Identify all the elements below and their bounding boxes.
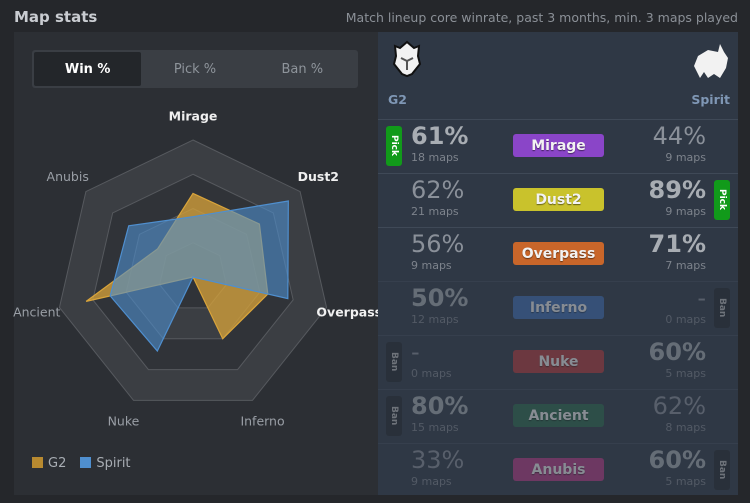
legend-spirit-swatch — [80, 457, 92, 468]
map-label: Ancient — [513, 404, 604, 427]
map-row-inferno[interactable]: 50% 12 maps -0 maps Ban Inferno — [378, 281, 738, 335]
right-map-count: 0 maps — [665, 313, 706, 326]
right-winrate: - — [697, 284, 706, 312]
map-label: Inferno — [513, 296, 604, 319]
radar-chart: Mirage Dust2 Overpass Inferno Nuke Ancient Anu… — [13, 109, 382, 429]
legend-g2-swatch — [32, 457, 43, 468]
legend-spirit-label: Spirit — [96, 456, 131, 471]
team-right-name: Spirit — [691, 92, 730, 107]
left-ban-badge: Ban — [386, 396, 402, 436]
left-winrate: - — [411, 338, 420, 366]
map-label: Dust2 — [513, 188, 604, 211]
map-row-anubis[interactable]: 33% 9 maps 60% 5 maps Ban Anubis — [378, 443, 738, 497]
left-map-count: 0 maps — [411, 367, 452, 380]
map-row-nuke[interactable]: -0 maps Ban 60% 5 maps Nuke — [378, 335, 738, 389]
right-winrate: 60% — [648, 446, 706, 474]
left-winrate: 80% — [411, 392, 469, 420]
left-map-count: 15 maps — [411, 421, 459, 434]
tab-pick[interactable]: Pick % — [173, 61, 217, 77]
right-winrate: 62% — [652, 392, 706, 420]
right-winrate: 44% — [652, 122, 706, 150]
left-pick-badge: Pick — [386, 126, 402, 166]
map-table: G2 Spirit 61% 18 maps Pick 44% 9 maps Mirage 6… — [378, 32, 738, 495]
right-ban-badge: Ban — [714, 450, 730, 490]
legend-g2-label: G2 — [48, 456, 67, 471]
map-label: Nuke — [513, 350, 604, 373]
axis-label-anubis: Anubis — [47, 169, 89, 184]
right-map-count: 9 maps — [665, 205, 706, 218]
right-ban-badge: Ban — [714, 288, 730, 328]
axis-label-ancient: Ancient — [13, 305, 60, 320]
page-title: Map stats — [14, 8, 98, 26]
right-pick-badge: Pick — [714, 180, 730, 220]
map-label: Anubis — [513, 458, 604, 481]
stat-tabs: Win % Pick % Ban % — [32, 50, 358, 88]
left-ban-badge: Ban — [386, 342, 402, 382]
axis-label-dust2: Dust2 — [298, 169, 339, 184]
map-row-dust2[interactable]: 62% 21 maps 89% 9 maps Pick Dust2 — [378, 173, 738, 227]
right-map-count: 5 maps — [665, 367, 706, 380]
axis-label-overpass: Overpass — [316, 305, 382, 320]
left-map-count: 9 maps — [411, 259, 452, 272]
radar-panel: Win % Pick % Ban % Mirage Dust2 Overpass In… — [13, 32, 382, 495]
map-row-mirage[interactable]: 61% 18 maps Pick 44% 9 maps Mirage — [378, 119, 738, 173]
axis-label-nuke: Nuke — [108, 413, 140, 428]
right-winrate: 89% — [648, 176, 706, 204]
radar-series-spirit[interactable] — [109, 200, 289, 353]
axis-label-mirage: Mirage — [169, 109, 218, 124]
right-map-count: 7 maps — [665, 259, 706, 272]
right-winrate: 71% — [648, 230, 706, 258]
map-label: Overpass — [513, 242, 604, 265]
legend-spirit[interactable]: Spirit — [80, 456, 131, 472]
team-left-name: G2 — [388, 92, 407, 107]
page-subtitle: Match lineup core winrate, past 3 months… — [345, 10, 738, 25]
left-winrate: 62% — [411, 176, 465, 204]
left-winrate: 50% — [411, 284, 469, 312]
chart-legend: G2 Spirit — [32, 456, 131, 472]
left-winrate: 61% — [411, 122, 469, 150]
right-winrate: 60% — [648, 338, 706, 366]
left-map-count: 18 maps — [411, 151, 459, 164]
right-map-count: 5 maps — [665, 475, 706, 488]
spirit-logo-icon — [694, 44, 728, 78]
axis-label-inferno: Inferno — [240, 413, 284, 428]
left-map-count: 12 maps — [411, 313, 459, 326]
tab-ban[interactable]: Ban % — [281, 61, 324, 77]
map-row-ancient[interactable]: 80% 15 maps Ban 62% 8 maps Ancient — [378, 389, 738, 443]
left-winrate: 56% — [411, 230, 465, 258]
right-map-count: 9 maps — [665, 151, 706, 164]
tab-win[interactable]: Win % — [34, 52, 142, 86]
g2-logo-icon — [392, 40, 422, 78]
left-map-count: 21 maps — [411, 205, 459, 218]
map-label: Mirage — [513, 134, 604, 157]
right-map-count: 8 maps — [665, 421, 706, 434]
map-row-overpass[interactable]: 56% 9 maps 71% 7 maps Overpass — [378, 227, 738, 281]
left-map-count: 9 maps — [411, 475, 452, 488]
left-winrate: 33% — [411, 446, 465, 474]
legend-g2[interactable]: G2 — [32, 456, 66, 472]
